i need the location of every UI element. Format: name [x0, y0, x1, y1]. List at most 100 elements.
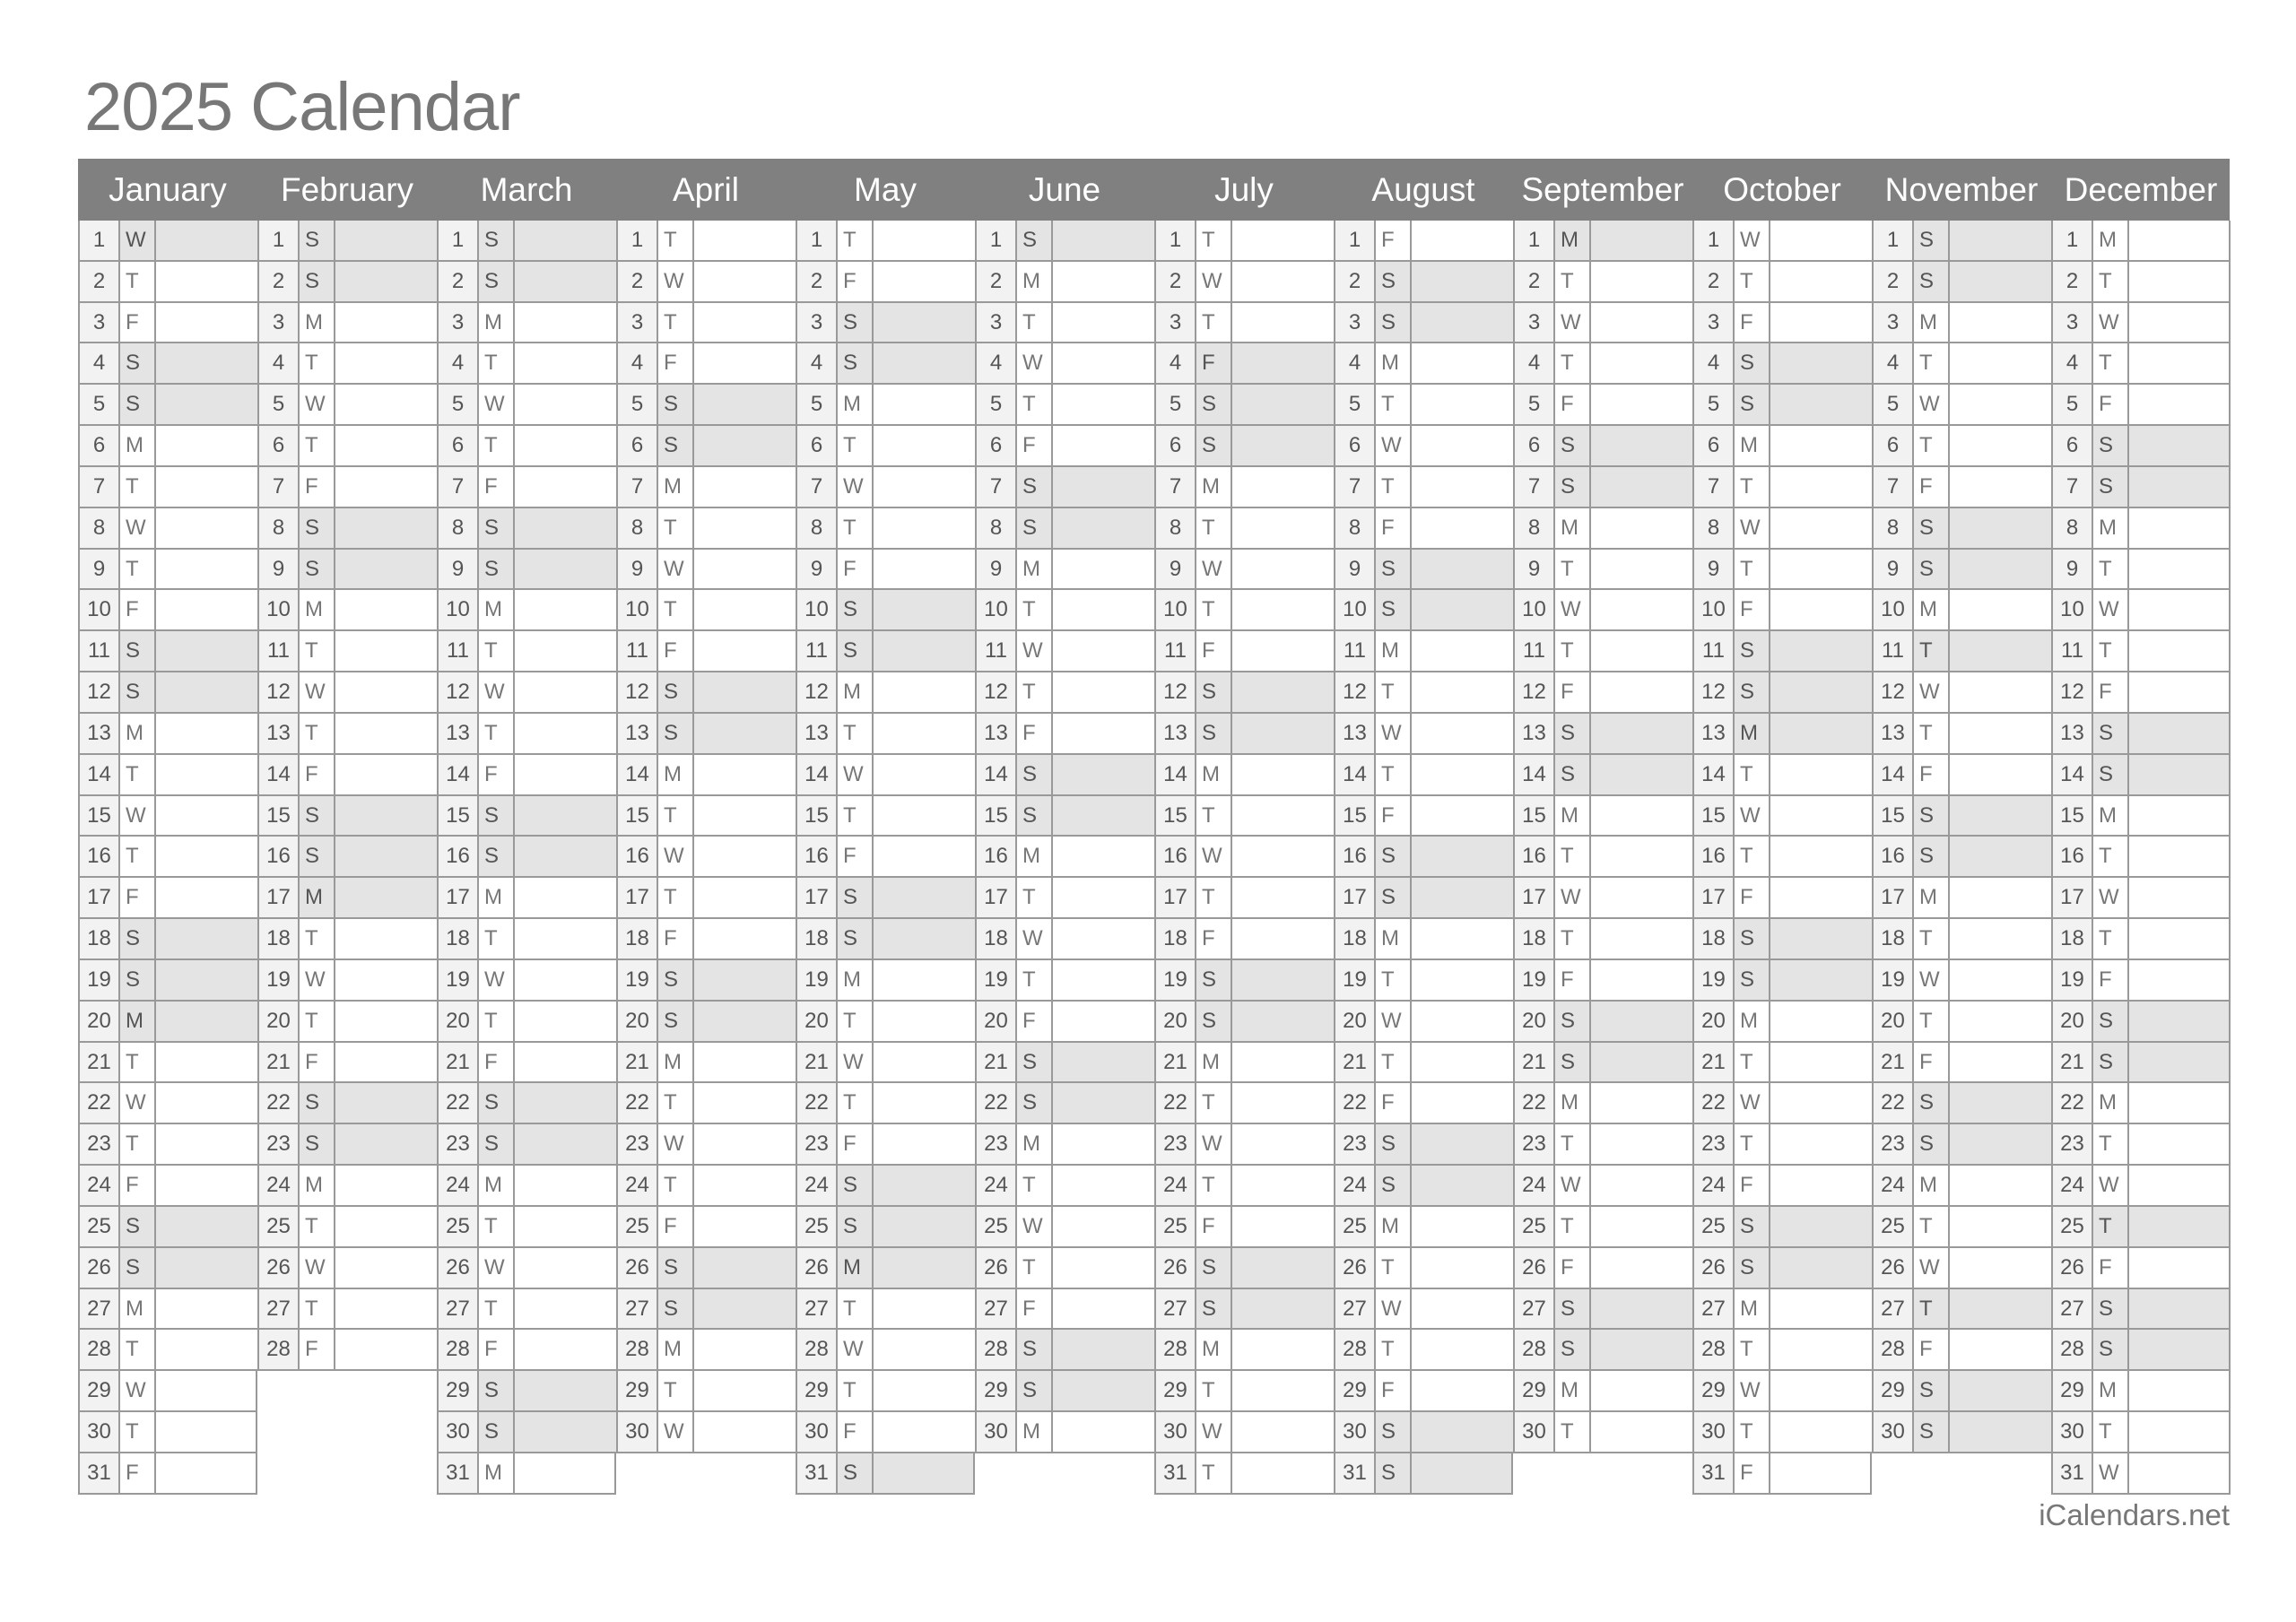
day-row[interactable]: 22 M — [2051, 1083, 2231, 1125]
day-note-cell[interactable] — [515, 549, 616, 589]
day-row[interactable]: 24 F — [1692, 1166, 1872, 1207]
day-row[interactable]: 17 F — [1692, 878, 1872, 920]
day-row[interactable]: 11 T — [1513, 631, 1692, 673]
day-row[interactable]: 15 S — [1872, 795, 2051, 837]
day-row[interactable]: 26 S — [616, 1247, 796, 1289]
day-note-cell[interactable] — [1770, 1166, 1872, 1205]
day-note-cell[interactable] — [335, 1207, 437, 1246]
day-row[interactable]: 30 S — [1872, 1412, 2051, 1453]
day-row[interactable]: 17 W — [2051, 878, 2231, 920]
day-row[interactable]: 20 M — [78, 1001, 257, 1043]
day-note-cell[interactable] — [156, 508, 257, 548]
day-note-cell[interactable] — [1591, 262, 1692, 301]
day-note-cell[interactable] — [1950, 755, 2051, 794]
day-row[interactable]: 27 T — [257, 1288, 437, 1331]
day-row[interactable]: 28 S — [1513, 1330, 1692, 1372]
day-note-cell[interactable] — [1770, 262, 1872, 301]
day-note-cell[interactable] — [515, 1124, 616, 1165]
day-row[interactable]: 28 T — [1692, 1330, 1872, 1372]
day-note-cell[interactable] — [1770, 426, 1872, 465]
day-note-cell[interactable] — [515, 221, 616, 260]
day-note-cell[interactable] — [1232, 426, 1334, 465]
day-row[interactable]: 27 M — [1692, 1288, 1872, 1331]
day-row[interactable]: 12 W — [257, 672, 437, 714]
day-note-cell[interactable] — [694, 303, 796, 343]
day-note-cell[interactable] — [515, 1207, 616, 1246]
day-row[interactable]: 24 F — [78, 1166, 257, 1207]
day-note-cell[interactable] — [1053, 672, 1154, 712]
day-note-cell[interactable] — [1412, 837, 1513, 877]
day-row[interactable]: 22 S — [437, 1083, 616, 1125]
day-note-cell[interactable] — [1232, 631, 1334, 671]
day-row[interactable]: 27 F — [975, 1288, 1154, 1331]
day-note-cell[interactable] — [515, 919, 616, 958]
day-row[interactable]: 18 T — [1872, 919, 2051, 960]
day-note-cell[interactable] — [335, 1043, 437, 1082]
day-row[interactable]: 20 F — [975, 1001, 1154, 1043]
day-note-cell[interactable] — [874, 343, 975, 384]
day-row[interactable]: 27 S — [1154, 1288, 1334, 1331]
day-row[interactable]: 27 T — [1872, 1288, 2051, 1331]
day-note-cell[interactable] — [1770, 919, 1872, 958]
day-note-cell[interactable] — [2129, 1248, 2229, 1288]
day-row[interactable]: 14 F — [257, 754, 437, 796]
day-note-cell[interactable] — [874, 796, 975, 836]
day-note-cell[interactable] — [1232, 508, 1334, 548]
day-row[interactable]: 30 T — [78, 1412, 257, 1453]
day-note-cell[interactable] — [1412, 755, 1513, 794]
day-row[interactable]: 22 S — [975, 1083, 1154, 1125]
day-row[interactable]: 24 T — [975, 1166, 1154, 1207]
day-note-cell[interactable] — [1412, 714, 1513, 753]
day-row[interactable]: 11 T — [437, 631, 616, 673]
day-row[interactable]: 29 S — [975, 1371, 1154, 1413]
day-row[interactable]: 14 T — [1334, 754, 1513, 796]
day-note-cell[interactable] — [1950, 1166, 2051, 1205]
day-row[interactable]: 16 S — [437, 837, 616, 879]
day-row[interactable]: 17 T — [616, 878, 796, 920]
day-note-cell[interactable] — [1053, 1330, 1154, 1370]
day-row[interactable]: 29 W — [1692, 1371, 1872, 1413]
day-note-cell[interactable] — [515, 1412, 616, 1452]
day-note-cell[interactable] — [1232, 262, 1334, 301]
day-note-cell[interactable] — [156, 1247, 257, 1288]
day-note-cell[interactable] — [1232, 590, 1334, 629]
day-note-cell[interactable] — [1412, 343, 1513, 383]
day-row[interactable]: 18 F — [1154, 919, 1334, 960]
day-note-cell[interactable] — [1950, 714, 2051, 753]
day-row[interactable]: 20 T — [1872, 1001, 2051, 1043]
day-row[interactable]: 29 M — [1513, 1371, 1692, 1413]
day-note-cell[interactable] — [1770, 631, 1872, 672]
day-note-cell[interactable] — [1232, 919, 1334, 958]
day-note-cell[interactable] — [1053, 1289, 1154, 1329]
day-note-cell[interactable] — [1591, 343, 1692, 383]
day-row[interactable]: 28 W — [796, 1330, 975, 1372]
day-row[interactable]: 25 F — [1154, 1206, 1334, 1248]
day-note-cell[interactable] — [1412, 385, 1513, 424]
day-note-cell[interactable] — [874, 1371, 975, 1410]
day-note-cell[interactable] — [335, 1002, 437, 1041]
day-row[interactable]: 19 F — [2051, 959, 2231, 1002]
day-row[interactable]: 18 T — [437, 919, 616, 960]
day-row[interactable]: 30 T — [2051, 1412, 2231, 1453]
day-note-cell[interactable] — [1950, 837, 2051, 877]
day-note-cell[interactable] — [1950, 426, 2051, 465]
day-row[interactable]: 18 M — [1334, 919, 1513, 960]
